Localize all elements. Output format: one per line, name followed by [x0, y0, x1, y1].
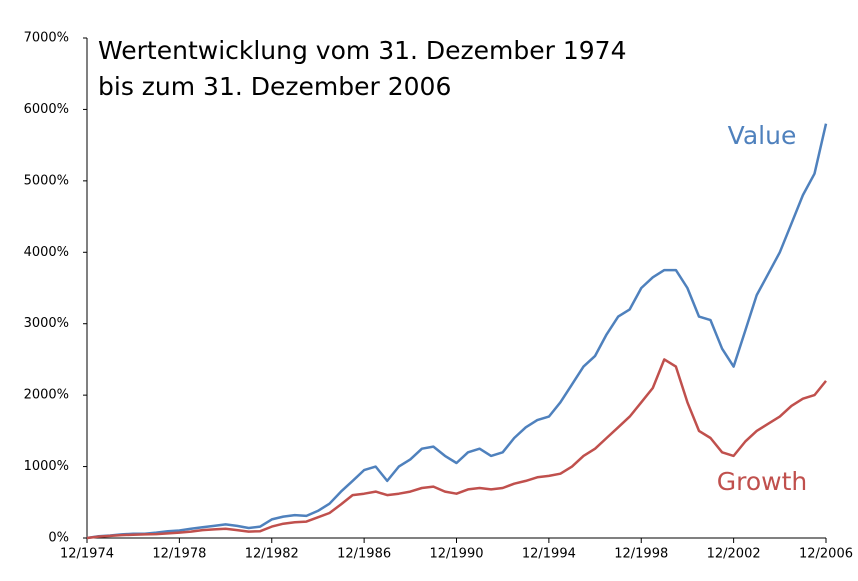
x-tick-label: 12/1986: [337, 547, 391, 562]
chart-title: bis zum 31. Dezember 2006: [98, 72, 451, 101]
y-tick-label: 5000%: [24, 173, 69, 188]
y-tick-label: 1000%: [24, 459, 69, 474]
x-tick-label: 12/2006: [799, 547, 853, 562]
x-tick-label: 12/1982: [245, 547, 299, 562]
series-line: [86, 358, 827, 540]
x-tick-label: 12/1974: [60, 547, 114, 562]
series-label: Growth: [717, 467, 808, 496]
y-tick-label: 4000%: [24, 245, 69, 260]
x-tick-label: 12/1994: [522, 547, 576, 562]
y-tick-label: 3000%: [24, 316, 69, 331]
y-tick-label: 7000%: [24, 31, 69, 46]
y-tick-label: 2000%: [24, 388, 69, 403]
y-tick-label: 6000%: [24, 102, 69, 117]
x-tick-label: 12/1998: [614, 547, 668, 562]
series-line: [86, 123, 828, 540]
y-tick-label: 0%: [48, 531, 69, 546]
chart-title: Wertentwicklung vom 31. Dezember 1974: [98, 36, 627, 65]
x-tick-label: 12/1978: [152, 547, 206, 562]
x-tick-label: 12/2002: [707, 547, 761, 562]
series-label: Value: [728, 121, 797, 150]
x-tick-label: 12/1990: [429, 547, 483, 562]
